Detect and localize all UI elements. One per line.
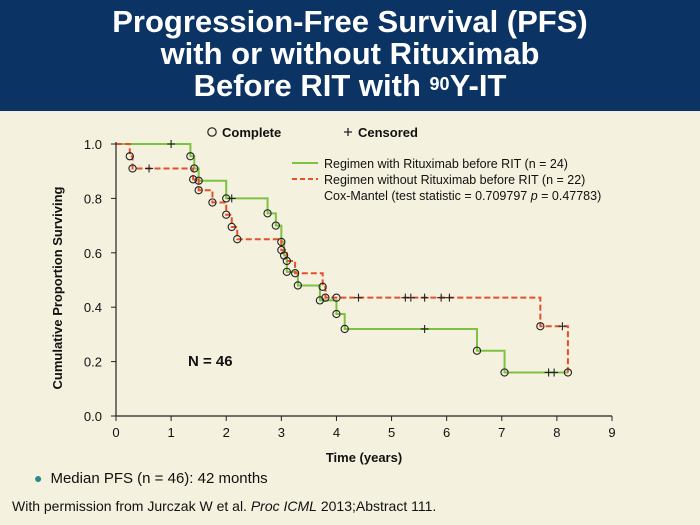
complete-marker bbox=[222, 210, 231, 219]
y-tick-label: 0.6 bbox=[84, 246, 102, 261]
sample-size-annotation: N = 46 bbox=[188, 353, 233, 370]
y-tick-label: 0.2 bbox=[84, 355, 102, 370]
complete-marker bbox=[332, 293, 341, 302]
complete-marker bbox=[340, 324, 349, 334]
pfs-chart: 0 1 2 3 4 5 6 7 8 9 0.0 0.2 0.4 0.6 0.8 1.0 Time (years)… bbox=[50, 125, 616, 465]
complete-marker bbox=[536, 322, 545, 331]
y-tick-label: 0.8 bbox=[84, 191, 102, 206]
x-tick-label: 6 bbox=[443, 425, 450, 440]
x-tick-label: 8 bbox=[553, 425, 560, 440]
censored-marker bbox=[145, 164, 154, 173]
complete-marker bbox=[263, 209, 272, 218]
complete-marker bbox=[227, 222, 236, 232]
title-superscript: 90 bbox=[429, 74, 450, 94]
complete-marker bbox=[277, 237, 286, 247]
x-tick-label: 2 bbox=[223, 425, 230, 440]
complete-marker bbox=[321, 293, 330, 302]
citation-pre: With permission from Jurczak W et al. bbox=[12, 498, 251, 514]
complete-marker bbox=[282, 267, 291, 276]
censored-marker bbox=[420, 293, 429, 302]
citation-footer: With permission from Jurczak W et al. Pr… bbox=[12, 498, 436, 514]
complete-marker bbox=[332, 309, 341, 319]
censored-legend-icon bbox=[344, 128, 352, 136]
title-line-2: with or without Rituximab bbox=[160, 36, 540, 71]
y-axis-label: Cumulative Proportion Surviving bbox=[50, 186, 65, 389]
complete-marker bbox=[277, 245, 286, 255]
complete-marker bbox=[563, 368, 573, 377]
complete-marker bbox=[293, 281, 303, 290]
x-tick-label: 7 bbox=[498, 425, 505, 440]
x-tick-label: 3 bbox=[278, 425, 285, 440]
censored-marker bbox=[354, 293, 363, 302]
citation-journal: Proc ICML bbox=[250, 498, 317, 514]
legend-label-2: Regimen without Rituximab before RIT (n … bbox=[324, 173, 585, 187]
x-tick-label: 1 bbox=[167, 425, 174, 440]
median-pfs-note: ● Median PFS (n = 46): 42 months bbox=[34, 470, 268, 487]
bullet-icon: ● bbox=[34, 470, 43, 486]
complete-marker bbox=[186, 152, 195, 161]
y-tick-label: 1.0 bbox=[84, 137, 102, 152]
legend-label-1: Regimen with Rituximab before RIT (n = 2… bbox=[324, 157, 568, 171]
title-line-3-post: Y-IT bbox=[449, 68, 507, 103]
x-tick-label: 4 bbox=[333, 425, 340, 440]
complete-marker bbox=[189, 175, 198, 184]
slide-header: Progression-Free Survival (PFS) with or … bbox=[0, 0, 700, 111]
title-line-1: Progression-Free Survival (PFS) bbox=[112, 4, 588, 39]
censored-marker bbox=[558, 322, 567, 331]
y-tick-label: 0.0 bbox=[84, 409, 102, 424]
complete-marker bbox=[125, 152, 134, 161]
complete-marker bbox=[190, 164, 199, 173]
title-line-3: Before RIT with 90Y-IT bbox=[0, 70, 700, 102]
complete-legend-label: Complete bbox=[222, 125, 281, 140]
title-line-3-pre: Before RIT with bbox=[193, 68, 430, 103]
censored-marker bbox=[406, 293, 415, 302]
censored-legend-label: Censored bbox=[358, 125, 418, 140]
series-line-1 bbox=[116, 143, 568, 374]
y-tick-label: 0.4 bbox=[84, 300, 102, 315]
complete-marker bbox=[500, 368, 509, 377]
censored-marker bbox=[550, 368, 559, 377]
complete-marker bbox=[194, 186, 203, 195]
censored-marker bbox=[227, 194, 236, 203]
median-pfs-text: Median PFS (n = 46): 42 months bbox=[50, 470, 268, 487]
cox-mantel-stat: Cox-Mantel (test statistic = 0.709797 p … bbox=[324, 189, 601, 203]
x-tick-label: 0 bbox=[112, 425, 119, 440]
x-tick-label: 5 bbox=[388, 425, 395, 440]
complete-marker bbox=[472, 346, 482, 355]
complete-marker bbox=[233, 235, 242, 244]
censored-marker bbox=[437, 293, 446, 302]
complete-marker bbox=[271, 221, 280, 230]
complete-marker bbox=[194, 176, 203, 185]
series-line-2 bbox=[116, 143, 569, 373]
censored-marker bbox=[167, 140, 176, 148]
complete-marker bbox=[208, 198, 217, 207]
complete-marker bbox=[128, 164, 137, 173]
x-tick-label: 9 bbox=[608, 425, 615, 440]
complete-legend-icon bbox=[207, 127, 217, 137]
complete-marker bbox=[318, 282, 327, 291]
censored-marker bbox=[420, 324, 429, 333]
citation-post: 2013;Abstract 111. bbox=[316, 498, 437, 514]
complete-marker bbox=[282, 256, 291, 266]
complete-marker bbox=[290, 269, 300, 278]
x-axis-label: Time (years) bbox=[326, 450, 402, 465]
censored-marker bbox=[445, 293, 454, 302]
